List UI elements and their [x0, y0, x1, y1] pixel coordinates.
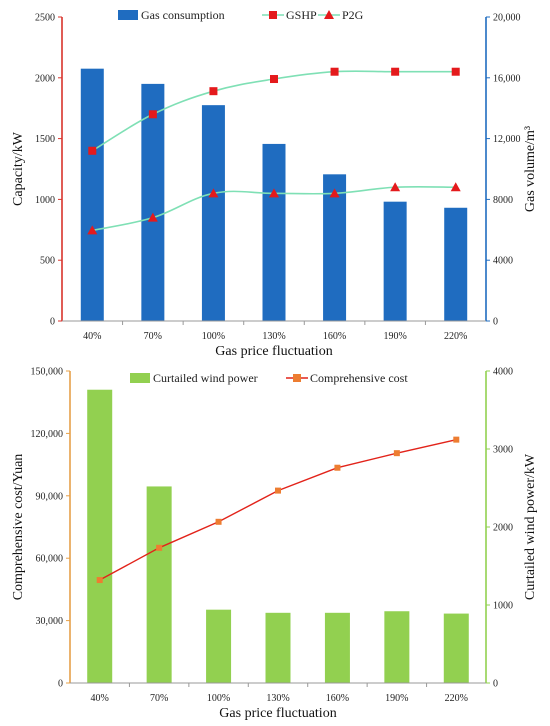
right-axis-tick-label: 20,000	[493, 13, 521, 24]
bar-curtailed-wind-power-160pct	[324, 612, 350, 683]
legend-swatch-gas-consumption	[118, 10, 138, 20]
marker-comprehensive-cost-100pct	[215, 518, 222, 525]
marker-p2g-160pct	[329, 188, 340, 198]
bar-gas-consumption-100pct	[201, 105, 225, 321]
chart-gas-consumption-capacity: 0 500 1000 1500 2000 2500 0 4000 8000 12,000 16,00…	[11, 8, 538, 359]
legend-label-curtailed-wind-power: Curtailed wind power	[153, 371, 258, 385]
marker-comprehensive-cost-130pct	[275, 487, 281, 494]
bar-curtailed-wind-power-70pct	[146, 486, 172, 683]
x-axis-tick-label: 130%	[266, 693, 289, 704]
x-axis-tick-label: 70%	[144, 331, 162, 342]
right-axis-tick-label: 8000	[493, 195, 513, 206]
left-axis-tick-label: 500	[40, 256, 55, 267]
bar-curtailed-wind-power-40pct	[87, 389, 113, 683]
right-axis-tick-label: 4000	[493, 256, 513, 267]
right-axis-tick-label: 16,000	[493, 73, 521, 84]
left-axis-tick-label: 90,000	[36, 491, 64, 502]
bar-gas-consumption-160pct	[323, 174, 347, 321]
marker-comprehensive-cost-190pct	[393, 450, 400, 457]
left-axis-title: Comprehensive cost/Yuan	[11, 454, 26, 601]
legend-marker-gshp	[269, 11, 277, 19]
legend: Curtailed wind power Comprehensive cost	[130, 371, 408, 385]
chart-curtailed-wind-cost: 0 30,000 60,000 90,000 120,000 150,000 0 1000 20…	[11, 367, 538, 722]
marker-gshp-100pct	[209, 87, 218, 96]
x-axis-tick-label: 190%	[383, 331, 406, 342]
x-axis-tick-label: 220%	[444, 331, 467, 342]
left-axis-tick-label: 150,000	[31, 367, 64, 378]
legend-label-gshp: GSHP	[286, 8, 317, 22]
bar-gas-consumption-130pct	[262, 143, 286, 321]
marker-comprehensive-cost-70pct	[156, 544, 163, 551]
left-axis-tick-label: 60,000	[36, 554, 64, 565]
x-axis-title: Gas price fluctuation	[219, 706, 336, 721]
right-axis-tick-label: 2000	[493, 523, 513, 534]
right-axis-tick-label: 1000	[493, 601, 513, 612]
x-axis-tick-label: 220%	[445, 693, 468, 704]
x-axis-tick-label: 70%	[150, 693, 168, 704]
marker-p2g-220pct	[450, 182, 461, 192]
bar-curtailed-wind-power-100pct	[206, 609, 232, 683]
bar-curtailed-wind-power-220pct	[443, 613, 469, 683]
marker-p2g-100pct	[208, 188, 219, 198]
marker-gshp-160pct	[330, 67, 339, 76]
marker-gshp-70pct	[148, 110, 157, 119]
bar-gas-consumption-70pct	[141, 83, 165, 321]
marker-p2g-190pct	[390, 182, 401, 192]
left-axis-tick-label: 1000	[35, 195, 55, 206]
left-axis-tick-label: 2000	[35, 73, 55, 84]
marker-p2g-70pct	[147, 212, 158, 222]
legend-label-comprehensive-cost: Comprehensive cost	[310, 371, 408, 385]
right-axis-title: Gas volume/m³	[523, 126, 538, 212]
marker-gshp-190pct	[391, 67, 400, 76]
left-axis-tick-label: 30,000	[36, 616, 64, 627]
x-axis-tick-label: 160%	[323, 331, 346, 342]
marker-p2g-130pct	[269, 188, 279, 198]
right-axis-tick-label: 4000	[493, 367, 513, 378]
right-axis-tick-label: 12,000	[493, 134, 521, 145]
legend-swatch-curtailed-wind-power	[130, 373, 150, 383]
right-axis-title: Curtailed wind power/kW	[523, 453, 538, 600]
right-axis-tick-label: 3000	[493, 445, 513, 456]
left-axis-title: Capacity/kW	[11, 131, 26, 206]
x-axis-tick-label: 100%	[202, 331, 225, 342]
marker-p2g-40pct	[87, 225, 98, 235]
legend-label-gas-consumption: Gas consumption	[141, 8, 225, 22]
bar-gas-consumption-40pct	[80, 68, 104, 322]
legend-marker-comprehensive-cost	[293, 374, 301, 382]
x-axis-tick-label: 100%	[207, 693, 230, 704]
right-axis-tick-label: 0	[493, 679, 498, 690]
bar-gas-consumption-190pct	[383, 201, 407, 321]
left-axis-tick-label: 120,000	[31, 429, 64, 440]
marker-gshp-130pct	[270, 75, 278, 84]
left-axis-tick-label: 2500	[35, 13, 55, 24]
x-axis-tick-label: 40%	[91, 693, 109, 704]
marker-comprehensive-cost-220pct	[453, 436, 460, 443]
bar-curtailed-wind-power-130pct	[265, 612, 291, 683]
left-axis-tick-label: 0	[50, 317, 55, 328]
x-axis-tick-label: 160%	[326, 693, 349, 704]
legend: Gas consumption GSHP P2G	[118, 8, 364, 22]
bar-gas-consumption-220pct	[444, 207, 468, 321]
bar-curtailed-wind-power-190pct	[384, 611, 410, 683]
x-axis-title: Gas price fluctuation	[215, 344, 332, 359]
legend-label-p2g: P2G	[342, 8, 364, 22]
x-axis-tick-label: 40%	[83, 331, 101, 342]
marker-comprehensive-cost-160pct	[334, 464, 341, 471]
left-axis-tick-label: 0	[58, 679, 63, 690]
marker-gshp-40pct	[88, 146, 97, 155]
marker-gshp-220pct	[451, 67, 460, 76]
marker-comprehensive-cost-40pct	[96, 577, 103, 584]
legend-marker-p2g	[324, 10, 334, 19]
right-axis-tick-label: 0	[493, 317, 498, 328]
x-axis-tick-label: 190%	[385, 693, 408, 704]
left-axis-tick-label: 1500	[35, 134, 55, 145]
x-axis-tick-label: 130%	[262, 331, 285, 342]
